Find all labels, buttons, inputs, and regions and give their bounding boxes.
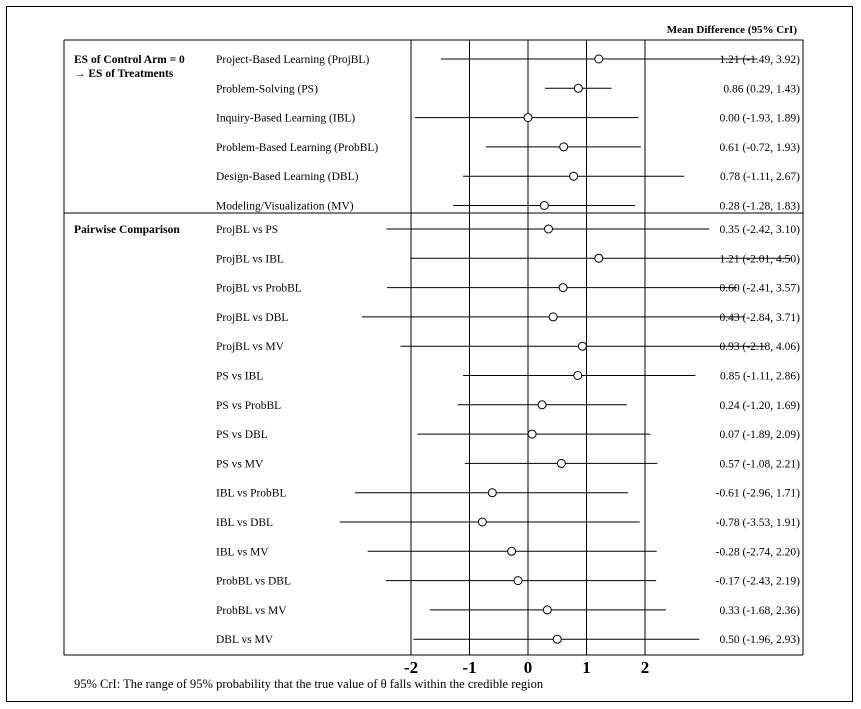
point-estimate <box>537 400 547 410</box>
point-estimate <box>548 312 558 322</box>
row-label: Problem-Solving (PS) <box>216 83 318 95</box>
row-label: Modeling/Visualization (MV) <box>216 201 354 213</box>
estimate-text: 1.21 (-2.01, 4.50) <box>720 253 801 265</box>
estimate-text: 0.35 (-2.42, 3.10) <box>720 224 801 236</box>
x-tick-label: 0 <box>524 658 533 677</box>
row-label: PS vs MV <box>216 458 264 470</box>
group-subtitle: → ES of Treatments <box>74 68 174 80</box>
x-tick-label: -1 <box>462 658 476 677</box>
point-estimate <box>542 605 552 615</box>
estimate-text: 0.60 (-2.41, 3.57) <box>720 283 801 295</box>
group-title: Pairwise Comparison <box>74 224 180 236</box>
estimate-text: -0.17 (-2.43, 2.19) <box>716 576 800 588</box>
footnote: 95% CrI: The range of 95% probability th… <box>74 677 544 691</box>
point-estimate <box>577 341 587 351</box>
row-label: ProjBL vs ProbBL <box>216 283 302 295</box>
estimate-text: 0.61 (-0.72, 1.93) <box>720 142 801 154</box>
x-tick-label: 2 <box>641 658 650 677</box>
estimate-text: 0.50 (-1.96, 2.93) <box>720 634 801 646</box>
point-estimate <box>569 171 579 181</box>
estimate-text: -0.78 (-3.53, 1.91) <box>716 517 800 529</box>
row-label: IBL vs MV <box>216 546 269 558</box>
row-label: ProbBL vs DBL <box>216 576 291 588</box>
point-estimate <box>594 54 604 64</box>
point-estimate <box>552 634 562 644</box>
point-estimate <box>507 546 517 556</box>
point-estimate <box>539 201 549 210</box>
point-estimate <box>513 576 523 586</box>
point-estimate <box>527 429 537 439</box>
row-label: ProbBL vs MV <box>216 605 287 617</box>
row-label: PS vs IBL <box>216 371 263 383</box>
point-estimate <box>558 283 568 293</box>
column-header: Mean Difference (95% CrI) <box>667 24 798 36</box>
row-label: IBL vs DBL <box>216 517 273 529</box>
figure-frame <box>6 6 853 702</box>
row-label: Design-Based Learning (DBL) <box>216 171 359 183</box>
estimate-text: 0.93 (-2.18, 4.06) <box>720 341 801 353</box>
point-estimate <box>543 224 553 234</box>
x-tick-label: -2 <box>404 658 418 677</box>
estimate-text: 0.57 (-1.08, 2.21) <box>720 458 801 470</box>
estimate-text: 0.85 (-1.11, 2.86) <box>720 371 800 383</box>
x-tick-label: 1 <box>582 658 591 677</box>
point-estimate <box>559 142 569 152</box>
estimate-text: 0.07 (-1.89, 2.09) <box>720 429 801 441</box>
estimate-text: 0.43 (-2.84, 3.71) <box>720 312 801 324</box>
point-estimate <box>573 83 583 93</box>
row-label: ProjBL vs MV <box>216 341 285 353</box>
point-estimate <box>573 371 583 380</box>
row-label: PS vs DBL <box>216 429 268 441</box>
point-estimate <box>523 113 533 123</box>
row-label: ProjBL vs DBL <box>216 312 288 324</box>
row-label: DBL vs MV <box>216 634 274 646</box>
estimate-text: 0.00 (-1.93, 1.89) <box>720 113 801 125</box>
point-estimate <box>487 488 497 498</box>
estimate-text: -0.61 (-2.96, 1.71) <box>716 488 800 500</box>
estimate-text: 0.33 (-1.68, 2.36) <box>720 605 801 617</box>
estimate-text: 0.86 (0.29, 1.43) <box>723 83 800 95</box>
estimate-text: 1.21 (-1.49, 3.92) <box>720 54 801 66</box>
row-label: Inquiry-Based Learning (IBL) <box>216 113 355 125</box>
row-label: IBL vs ProbBL <box>216 488 287 500</box>
row-label: PS vs ProbBL <box>216 400 281 412</box>
point-estimate <box>594 253 604 263</box>
point-estimate <box>477 517 487 527</box>
row-label: ProjBL vs PS <box>216 224 278 236</box>
estimate-text: -0.28 (-2.74, 2.20) <box>716 546 800 558</box>
row-label: ProjBL vs IBL <box>216 253 284 265</box>
group-title: ES of Control Arm = 0 <box>74 54 185 66</box>
estimate-text: 0.78 (-1.11, 2.67) <box>720 171 800 183</box>
point-estimate <box>556 458 566 468</box>
estimate-text: 0.24 (-1.20, 1.69) <box>720 400 801 412</box>
estimate-text: 0.28 (-1.28, 1.83) <box>720 201 801 213</box>
row-label: Project-Based Learning (ProjBL) <box>216 54 369 66</box>
row-label: Problem-Based Learning (ProbBL) <box>216 142 378 154</box>
